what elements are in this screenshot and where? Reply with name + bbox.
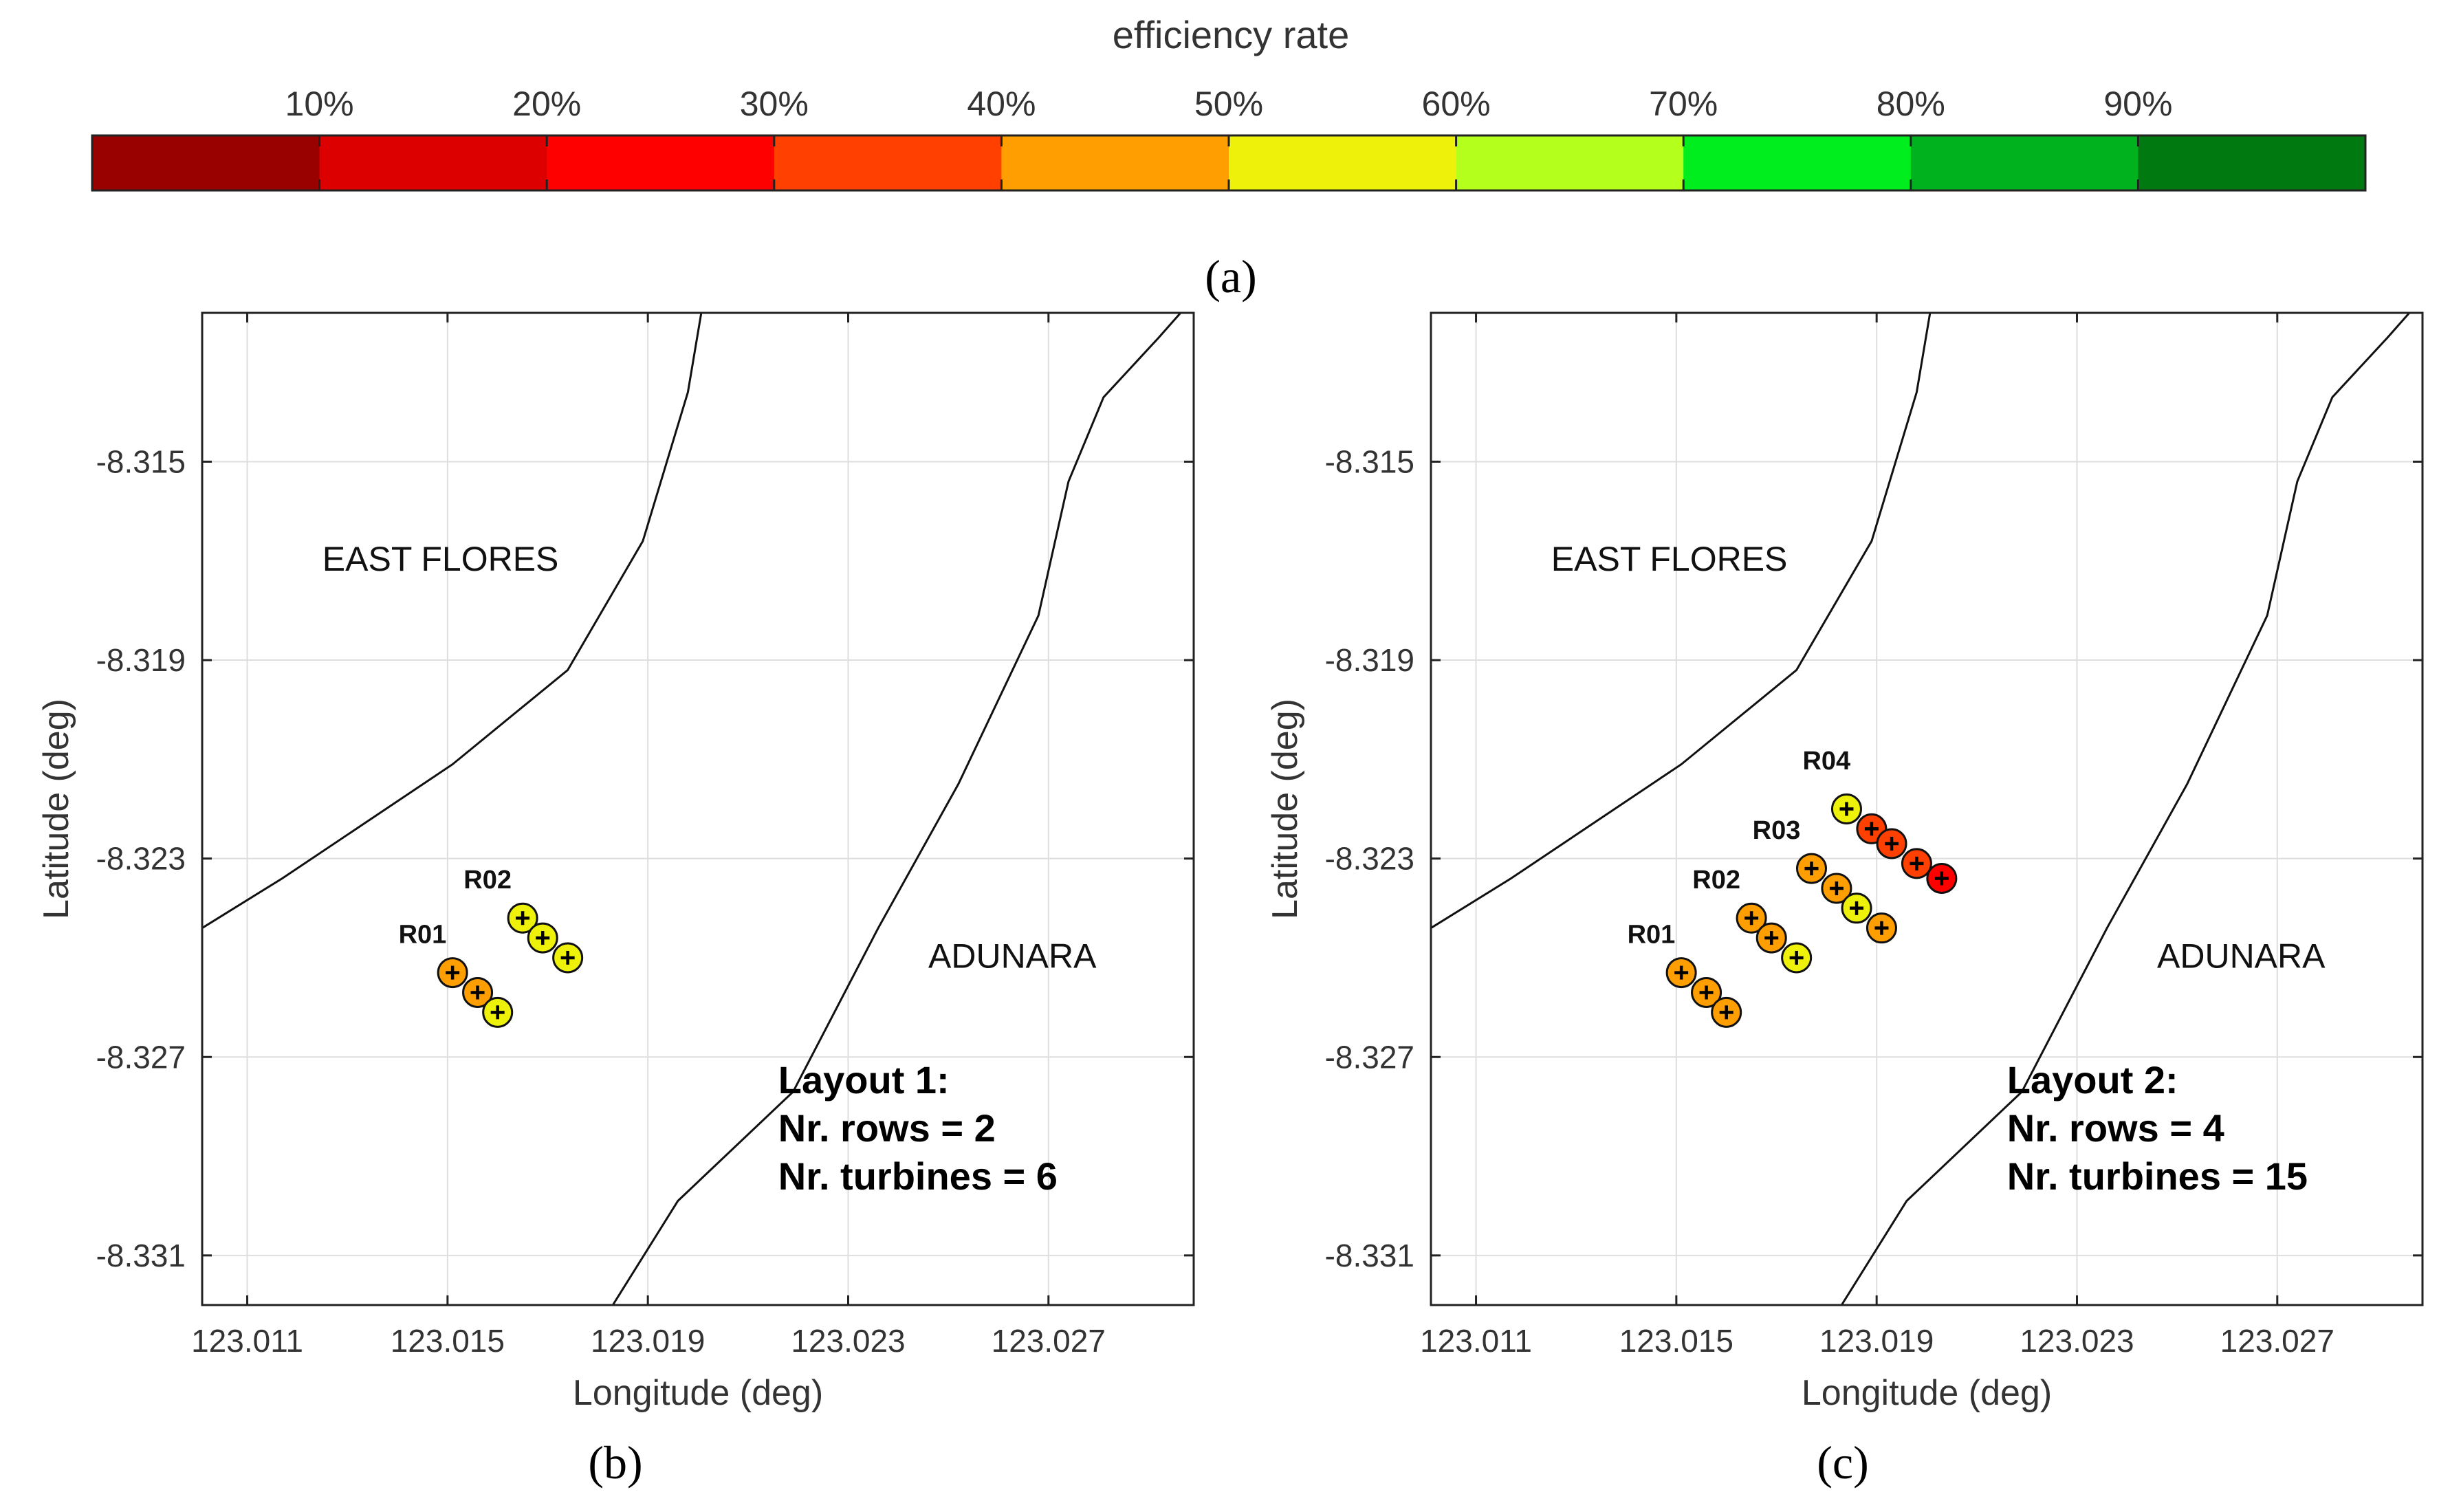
map-panel-b: EAST FLORES ADUNARA R01 R02 Layout 1:Nr. row… [36, 311, 1195, 1413]
plot-background [202, 313, 1194, 1305]
layout-title: Layout 2: [2007, 1058, 2178, 1102]
region-label: ADUNARA [928, 936, 1097, 975]
layout-turbines: Nr. turbines = 15 [2007, 1154, 2308, 1198]
y-tick-label: -8.327 [96, 1039, 186, 1075]
coastline-1 [1431, 313, 1932, 929]
coastline-1 [202, 313, 703, 929]
row-label-r02: R02 [1692, 866, 1740, 895]
turbine-marker [1841, 892, 1872, 924]
row-label-r01: R01 [1628, 920, 1676, 949]
colorbar-segment-2 [319, 135, 547, 190]
colorbar-tick-label: 30% [740, 85, 809, 123]
x-tick-label: 123.027 [992, 1323, 1106, 1359]
turbine-marker [1795, 853, 1827, 884]
colorbar-segment-5 [1001, 135, 1229, 190]
colorbar-tick-label: 40% [967, 85, 1036, 123]
colorbar-tick-label: 90% [2103, 85, 2172, 123]
colorbar-segment-6 [1229, 135, 1457, 190]
turbine-marker [507, 902, 538, 934]
x-tick-label: 123.015 [391, 1323, 505, 1359]
turbine-marker [1665, 957, 1697, 989]
panel-label-c: (c) [1817, 1436, 1868, 1489]
turbine-marker [552, 942, 584, 974]
turbine-marker [437, 957, 468, 989]
turbine-marker [1781, 942, 1813, 974]
x-tick-label: 123.011 [1420, 1323, 1532, 1359]
y-tick-label: -8.315 [1325, 443, 1414, 479]
y-tick-label: -8.319 [1325, 642, 1414, 678]
x-tick-label: 123.023 [2020, 1323, 2134, 1359]
turbine-marker [1876, 828, 1907, 859]
colorbar-segment-7 [1456, 135, 1684, 190]
colorbar-segment-10 [2138, 135, 2366, 190]
panel-label-a: (a) [1205, 250, 1256, 303]
axes-frame [1430, 311, 2424, 1306]
turbine-marker [1691, 976, 1722, 1008]
colorbar-tick-label: 60% [1422, 85, 1491, 123]
coastline-2 [1840, 313, 2411, 1305]
row-label-r01: R01 [399, 920, 447, 949]
y-tick-label: -8.323 [96, 841, 186, 877]
y-tick-label: -8.319 [96, 642, 186, 678]
turbine-marker [1711, 996, 1742, 1028]
coastline-2 [611, 313, 1182, 1305]
row-label-r04: R04 [1802, 747, 1850, 776]
x-tick-label: 123.015 [1619, 1323, 1733, 1359]
region-label: EAST FLORES [322, 540, 559, 578]
x-tick-label: 123.019 [591, 1323, 705, 1359]
colorbar-tick-label: 10% [285, 85, 354, 123]
x-tick-label: 123.023 [791, 1323, 905, 1359]
colorbar-segment-8 [1683, 135, 1912, 190]
colorbar: efficiency rate 10% 20% 30% 40% 50% 60% 70% 80%… [91, 13, 2367, 192]
turbine-marker [1866, 912, 1897, 944]
colorbar-tick-label: 50% [1194, 85, 1263, 123]
y-axis-label: Latitude (deg) [36, 699, 76, 919]
colorbar-segment-9 [1910, 135, 2139, 190]
y-tick-label: -8.315 [96, 443, 186, 479]
y-tick-label: -8.323 [1325, 841, 1414, 877]
y-tick-label: -8.331 [1325, 1238, 1414, 1273]
turbine-marker [482, 996, 514, 1028]
colorbar-tick-label: 70% [1649, 85, 1718, 123]
x-tick-label: 123.027 [2220, 1323, 2334, 1359]
colorbar-tick-label: 80% [1877, 85, 1945, 123]
region-label: ADUNARA [2157, 936, 2326, 975]
colorbar-tick-labels: 10% 20% 30% 40% 50% 60% 70% 80% 90% [285, 85, 2173, 123]
turbine-marker [1926, 863, 1958, 895]
axes-frame [201, 311, 1195, 1306]
turbine-marker [1821, 873, 1852, 904]
y-tick-label: -8.331 [96, 1238, 186, 1273]
plot-background [1431, 313, 2422, 1305]
region-label: EAST FLORES [1551, 540, 1788, 578]
colorbar-segment-4 [774, 135, 1002, 190]
turbine-marker [462, 976, 494, 1008]
layout-turbines: Nr. turbines = 6 [778, 1154, 1058, 1198]
colorbar-segments [92, 135, 2366, 190]
layout-title: Layout 1: [778, 1058, 950, 1102]
y-tick-label: -8.327 [1325, 1039, 1414, 1075]
layout-rows: Nr. rows = 4 [2007, 1106, 2224, 1150]
colorbar-segment-1 [92, 135, 320, 190]
y-axis-label: Latitude (deg) [1265, 699, 1305, 919]
colorbar-segment-3 [547, 135, 775, 190]
colorbar-frame [91, 134, 2367, 192]
colorbar-title: efficiency rate [1113, 13, 1349, 56]
colorbar-tick-label: 20% [512, 85, 581, 123]
turbine-marker [1736, 902, 1767, 934]
row-label-r02: R02 [463, 866, 512, 895]
layout-rows: Nr. rows = 2 [778, 1106, 996, 1150]
turbine-marker [1901, 848, 1932, 879]
turbine-marker [527, 922, 558, 954]
row-label-r03: R03 [1753, 816, 1801, 845]
x-tick-label: 123.011 [191, 1323, 303, 1359]
x-axis-label: Longitude (deg) [573, 1373, 823, 1413]
turbine-marker [1830, 793, 1862, 824]
x-tick-label: 123.019 [1819, 1323, 1934, 1359]
x-axis-label: Longitude (deg) [1802, 1373, 2052, 1413]
panel-label-b: (b) [588, 1436, 642, 1489]
turbine-marker [1755, 922, 1787, 954]
